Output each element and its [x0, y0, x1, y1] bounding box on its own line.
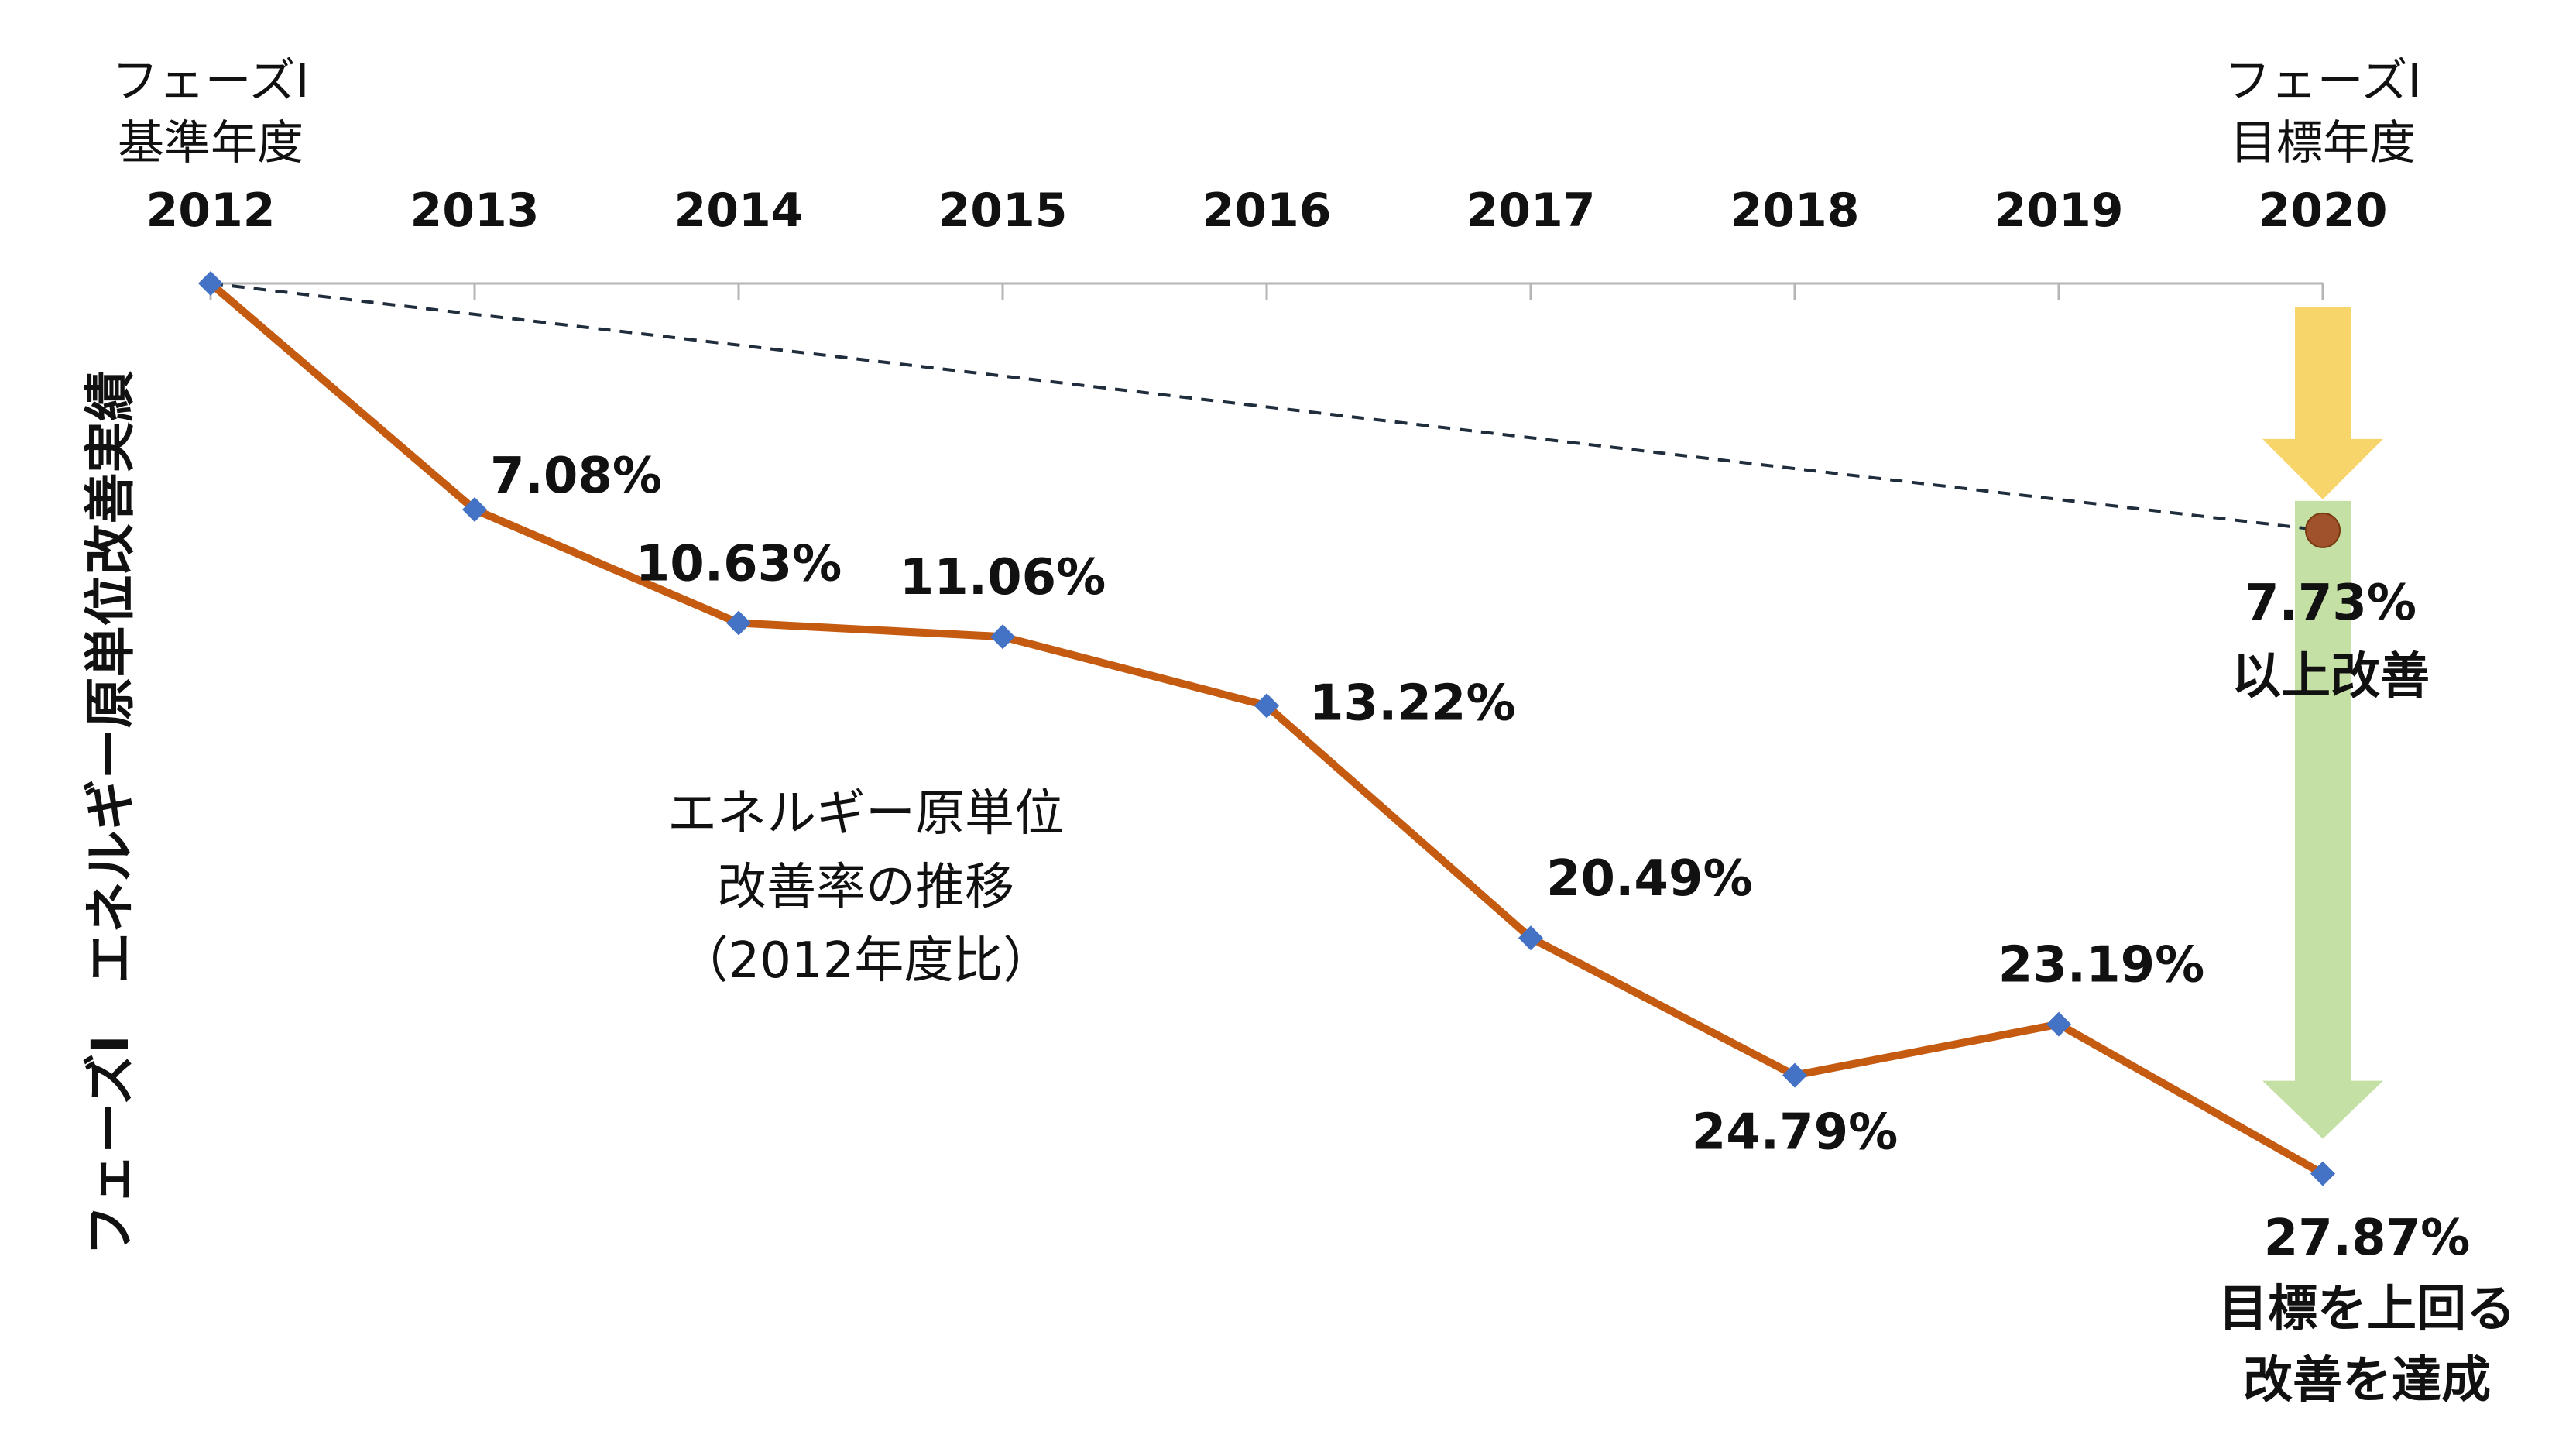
- baseline-year-label: フェーズⅠ: [112, 54, 310, 108]
- arrow-layer: [2262, 307, 2383, 1139]
- data-point: [726, 610, 751, 636]
- x-axis: 2012 2013 2014 2015 2016 2017 2018 2019 2020 フェーズ…: [81, 54, 2421, 1256]
- data-point: [198, 271, 223, 296]
- data-label: 11.06%: [900, 549, 1106, 606]
- data-label: 10.63%: [636, 535, 842, 592]
- data-label: 13.22%: [1309, 674, 1516, 732]
- data-label: 24.79%: [1692, 1104, 1899, 1162]
- x-tick-label: 2018: [1730, 184, 1860, 238]
- x-tick-label: 2017: [1466, 184, 1596, 238]
- target-annotation: 以上改善: [2231, 648, 2430, 705]
- series-caption: 改善率の推移: [717, 859, 1014, 916]
- result-arrow: [2262, 500, 2383, 1139]
- baseline-year-label: 基準年度: [118, 116, 304, 170]
- target-year-label: 目標年度: [2230, 116, 2416, 170]
- x-tick-label: 2016: [1202, 184, 1332, 238]
- result-annotation: 目標を上回る: [2218, 1281, 2516, 1338]
- series-caption: （2012年度比）: [679, 932, 1053, 990]
- data-point: [1518, 925, 1543, 951]
- x-tick-label: 2012: [146, 184, 276, 238]
- data-label: 7.08%: [490, 448, 662, 505]
- data-point: [990, 624, 1015, 650]
- data-point: [462, 497, 487, 523]
- data-point: [2310, 1161, 2335, 1186]
- target-annotation: 7.73%: [2245, 575, 2417, 632]
- data-point: [1254, 693, 1279, 719]
- series-layer: [198, 271, 2335, 1186]
- x-tick-label: 2014: [674, 184, 804, 238]
- data-point: [2046, 1011, 2071, 1037]
- y-axis-title: フェーズⅠ エネルギー原単位改善実績: [81, 370, 140, 1255]
- data-label: 20.49%: [1546, 850, 1753, 908]
- data-point: [1782, 1062, 1807, 1088]
- data-label: 23.19%: [1998, 937, 2205, 994]
- target-line-layer: [210, 282, 2341, 548]
- x-tick-label: 2019: [1995, 184, 2124, 238]
- target-year-label: フェーズⅠ: [2224, 54, 2422, 108]
- x-tick-label: 2015: [938, 184, 1068, 238]
- x-tick-label: 2020: [2259, 184, 2388, 238]
- result-annotation: 27.87%: [2264, 1210, 2471, 1267]
- label-layer: 7.08% 10.63% 11.06% 13.22% 20.49% 24.79% 23.19…: [490, 448, 2516, 1409]
- x-tick-label: 2013: [410, 184, 540, 238]
- series-line: [208, 280, 2325, 1177]
- target-point: [2305, 512, 2341, 548]
- target-dashed-line: [210, 282, 2324, 532]
- target-arrow: [2262, 307, 2383, 499]
- result-annotation: 改善を達成: [2243, 1352, 2491, 1409]
- series-caption: エネルギー原単位: [667, 785, 1064, 843]
